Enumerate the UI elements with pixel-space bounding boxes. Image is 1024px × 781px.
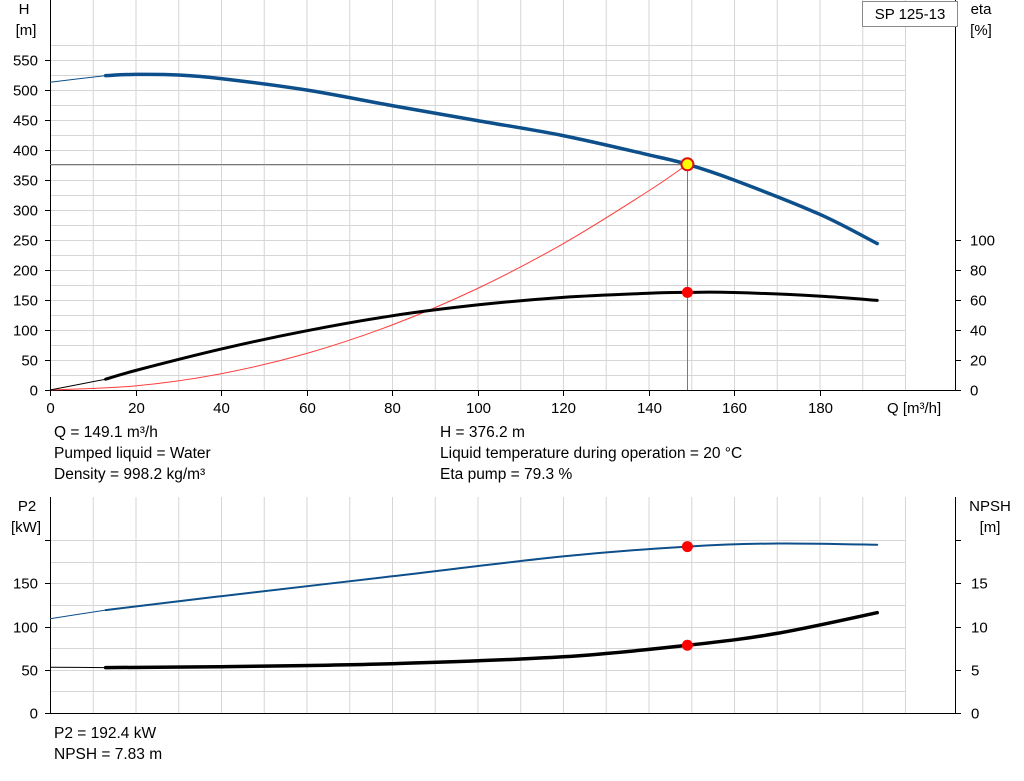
npsh-duty-point (681, 639, 693, 651)
x-axis-label: Q [m³/h] (887, 400, 941, 417)
density-readout: Density = 998.2 kg/m³ (54, 466, 206, 483)
top-x-tick-label: 160 (722, 400, 747, 417)
bottom-left-tick-label: 100 (13, 620, 38, 637)
h-axis-label: H (19, 1, 30, 18)
top-left-tick-label: 400 (13, 143, 38, 160)
npsh-curve-line (103, 610, 879, 670)
eta-duty-point (681, 286, 693, 298)
eta-curve-line (104, 290, 879, 381)
top-x-tick-label: 180 (808, 400, 833, 417)
p2-curve-line (104, 542, 879, 612)
top-left-tick-label: 150 (13, 293, 38, 310)
head-curve-line (103, 72, 879, 246)
model-label-box: SP 125-13 (862, 1, 958, 27)
flow-readout: Q = 149.1 m³/h (54, 424, 158, 441)
top-left-tick-label: 550 (13, 53, 38, 70)
p2-duty-point (681, 541, 693, 553)
top-x-tick-label: 60 (299, 400, 316, 417)
bottom-right-tick-label: 15 (971, 576, 988, 593)
top-left-tick-label: 300 (13, 203, 38, 220)
bottom-right-tick-label: 5 (971, 663, 979, 680)
model-label: SP 125-13 (874, 5, 946, 23)
bottom-grid (50, 497, 906, 714)
temperature-readout: Liquid temperature during operation = 20… (440, 445, 743, 462)
top-right-tick-label: 60 (970, 293, 987, 310)
bottom-left-tick-label: 150 (13, 576, 38, 593)
top-left-tick-label: 100 (13, 323, 38, 340)
top-left-tick-label: 200 (13, 263, 38, 280)
top-left-tick-label: 250 (13, 233, 38, 250)
top-left-tick-label: 350 (13, 173, 38, 190)
eta-curve-line-extension (49, 378, 106, 391)
top-right-tick-label: 0 (970, 383, 978, 400)
top-left-tick-label: 50 (21, 353, 38, 370)
top-left-tick-label: 0 (30, 383, 38, 400)
npsh-axis-label: NPSH (969, 498, 1011, 515)
eta-axis-label: eta (971, 1, 993, 18)
bottom-left-tick-label: 50 (21, 663, 38, 680)
top-x-tick-label: 140 (637, 400, 662, 417)
pumped-liquid-readout: Pumped liquid = Water (54, 445, 211, 462)
top-left-tick-label: 450 (13, 113, 38, 130)
p2-curve-line-extension (49, 609, 106, 620)
top-x-tick-label: 80 (384, 400, 401, 417)
top-x-tick-label: 0 (46, 400, 54, 417)
top-x-tick-label: 20 (128, 400, 145, 417)
bottom-right-tick-label: 0 (971, 706, 979, 723)
top-right-tick-label: 40 (970, 323, 987, 340)
top-x-tick-label: 40 (213, 400, 230, 417)
system-curve-line (49, 163, 688, 391)
top-x-tick-label: 100 (466, 400, 491, 417)
head-curve-line-extension (49, 75, 106, 83)
head-duty-point (680, 157, 695, 172)
bottom-left-tick-label: 0 (30, 706, 38, 723)
eta-readout: Eta pump = 79.3 % (440, 466, 573, 483)
top-right-tick-label: 80 (970, 263, 987, 280)
top-x-tick-label: 120 (551, 400, 576, 417)
h-axis-unit: [m] (16, 22, 37, 39)
head-readout: H = 376.2 m (440, 424, 525, 441)
top-right-tick-label: 100 (970, 233, 995, 250)
eta-axis-unit: [%] (970, 22, 992, 39)
top-left-tick-label: 500 (13, 83, 38, 100)
p2-readout: P2 = 192.4 kW (54, 725, 157, 742)
p2-axis-label: P2 (18, 498, 36, 515)
bottom-right-tick-label: 10 (971, 620, 988, 637)
p2-axis-unit: [kW] (11, 519, 41, 536)
npsh-readout: NPSH = 7.83 m (54, 746, 163, 763)
npsh-axis-unit: [m] (980, 519, 1001, 536)
top-right-tick-label: 20 (970, 353, 987, 370)
